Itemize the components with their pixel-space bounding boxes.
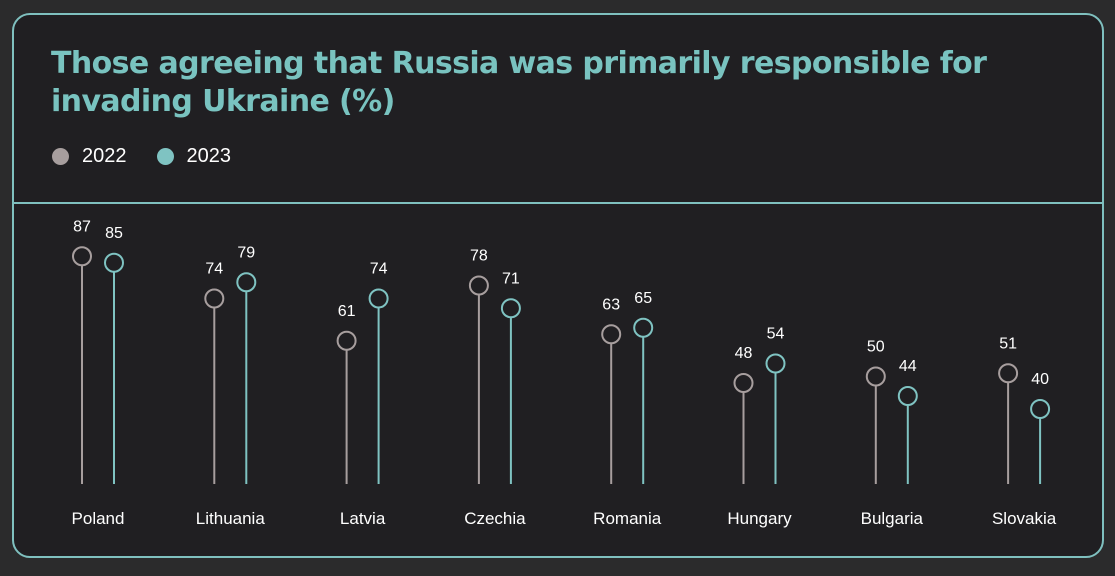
data-label-czechia-2022: 78	[470, 248, 488, 265]
point-romania-2023	[633, 317, 654, 338]
legend-swatch-2022	[52, 148, 69, 165]
category-label-slovakia: Slovakia	[992, 509, 1057, 528]
category-label-bulgaria: Bulgaria	[861, 509, 924, 528]
data-label-bulgaria-2022: 50	[867, 339, 885, 356]
data-label-slovakia-2022: 51	[999, 335, 1017, 352]
legend-swatch-2023	[156, 148, 174, 165]
legend-item-2023: 2023	[156, 145, 232, 168]
data-label-czechia-2023: 71	[502, 270, 520, 287]
category-label-lithuania: Lithuania	[196, 509, 266, 528]
data-label-latvia-2022: 61	[338, 303, 356, 320]
legend-item-2022: 2022	[52, 145, 127, 168]
point-slovakia-2022	[998, 363, 1019, 384]
data-label-slovakia-2023: 40	[1031, 371, 1049, 388]
data-label-romania-2023: 65	[634, 290, 652, 307]
point-latvia-2023	[368, 288, 389, 309]
point-poland-2022	[72, 246, 92, 267]
point-romania-2022	[601, 324, 622, 345]
point-slovakia-2023	[1030, 399, 1051, 419]
data-label-romania-2022: 63	[602, 296, 620, 313]
category-label-latvia: Latvia	[340, 509, 386, 528]
chart-legend: 2022 2023	[52, 145, 261, 168]
point-lithuania-2023	[236, 272, 257, 293]
data-label-latvia-2023: 74	[370, 261, 388, 278]
lollipop-chart: 87 85 Poland 74 79 Lithuania 61 74 Latvia 78 71 Cze…	[72, 218, 1057, 528]
category-label-poland: Poland	[72, 509, 125, 528]
header-divider	[14, 202, 1102, 204]
data-label-poland-2023: 85	[105, 225, 123, 242]
point-czechia-2023	[500, 298, 521, 319]
point-czechia-2022	[468, 275, 489, 296]
point-hungary-2022	[733, 373, 754, 393]
point-latvia-2022	[336, 330, 357, 351]
point-lithuania-2022	[204, 288, 225, 309]
chart-card: Those agreeing that Russia was primarily…	[12, 13, 1104, 558]
point-poland-2023	[104, 252, 124, 273]
category-label-czechia: Czechia	[464, 509, 526, 528]
data-label-poland-2022: 87	[73, 218, 91, 235]
data-label-hungary-2023: 54	[767, 326, 785, 343]
legend-label-2023: 2023	[186, 145, 232, 167]
chart-title: Those agreeing that Russia was primarily…	[51, 46, 987, 119]
data-label-bulgaria-2023: 44	[899, 358, 917, 375]
point-hungary-2023	[765, 353, 786, 374]
legend-label-2022: 2022	[82, 145, 127, 167]
data-label-hungary-2022: 48	[735, 345, 753, 362]
point-bulgaria-2023	[897, 386, 918, 406]
point-bulgaria-2022	[865, 366, 886, 387]
category-label-hungary: Hungary	[727, 509, 792, 528]
data-label-lithuania-2022: 74	[205, 261, 223, 278]
data-label-lithuania-2023: 79	[237, 244, 255, 261]
category-label-romania: Romania	[593, 509, 662, 528]
